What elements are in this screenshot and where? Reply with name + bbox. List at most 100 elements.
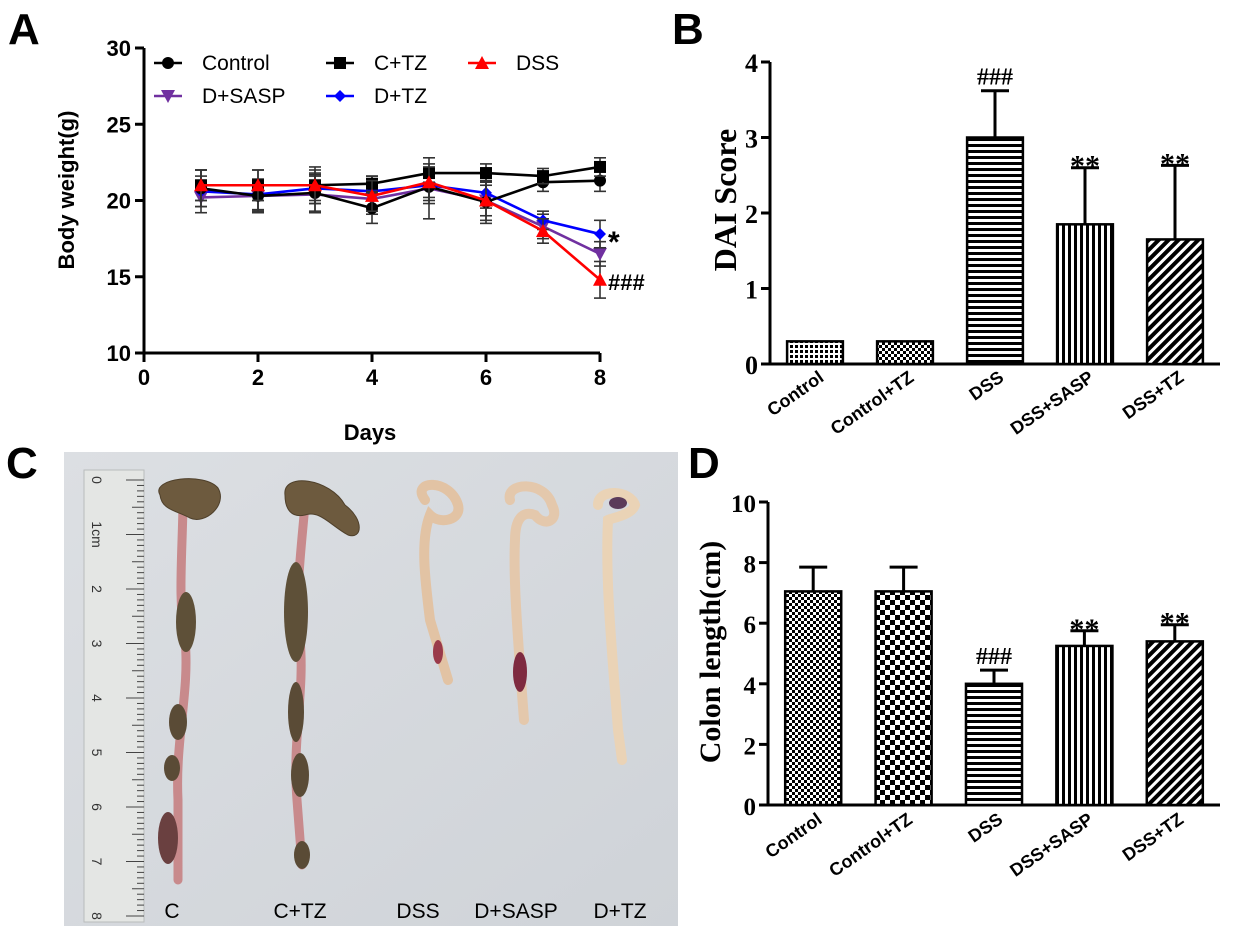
panel-b-bar [965,136,1025,366]
panel-a-data-point [308,178,322,192]
panel-d-category-label: DSS+TZ [1119,809,1187,865]
panel-a-legend-marker [475,56,489,69]
panel-d-letter: D [688,439,720,488]
panel-b-y-tick-label: 3 [745,125,758,154]
panel-b-significance: ** [1070,150,1100,183]
panel-a-data-point [536,224,550,237]
panel-a-y-tick-label: 15 [107,265,131,290]
colon-sample-dtz [593,488,641,765]
panel-a-x-tick-label: 4 [366,365,379,390]
panel-b-y-tick-label: 4 [745,49,758,78]
panel-d-bar [1145,640,1205,807]
ruler-number: 3 [89,640,105,648]
panel-b-bar [1145,238,1205,366]
panel-a-legend-entry: C+TZ [326,52,427,75]
panel-a-legend-marker [334,57,346,69]
ruler-number: 4 [89,694,105,702]
photo-background [64,452,678,926]
panel-a-legend-entry: DSS [468,52,559,75]
panel-a-y-axis-label: Body weight(g) [54,111,79,270]
panel-a-legend-entry: Control [154,52,270,75]
ruler [83,469,145,923]
panel-a-series-line [200,179,601,210]
colon-samples [158,478,641,885]
ruler-number: 0 [89,476,105,484]
panel-d-category-label: DSS [965,809,1007,847]
colon-sample-ctz-pellet [288,682,304,742]
panel-d-bar [874,590,933,807]
colon-sample-ctz-pellet [284,562,308,662]
ruler-number: 6 [89,803,105,811]
panel-d-category-label: Control [762,809,826,862]
panel-d-bar [964,682,1024,807]
panel-a-annotation: ### [608,270,645,295]
panel-d-bar [783,590,843,807]
panel-d-bar-chart: Colon length(cm) 0 2 4 6 8 10 Control Control+T… [694,491,1220,881]
colon-sample-c-pellet [169,704,187,740]
panel-a-legend-label: D+SASP [202,85,285,108]
panel-b-category-label: DSS+TZ [1119,367,1187,423]
ruler-number: 5 [89,749,105,757]
panel-a-legend-marker [161,90,175,103]
colon-sample-ctz-pellet [291,753,309,797]
ruler-number: 1cm [89,521,105,547]
panel-b-y-axis-label: DAI Score [707,129,743,272]
ruler-number: 7 [89,858,105,866]
panel-a-y-tick-label: 25 [107,112,131,137]
panel-a-data-point [594,174,606,187]
ruler-marks: 0 1cm 2 3 4 5 6 7 8 [89,476,144,920]
panel-b-category-label: Control [763,367,827,420]
panel-b-significance: ### [977,65,1013,91]
panel-a-series-dss [194,166,607,299]
panel-a-data-point [194,178,208,192]
panel-d-y-tick-label: 6 [744,612,757,639]
panel-a-annotation: * [608,226,620,259]
panel-b-y-tick-label: 0 [745,351,758,380]
colon-sample-dtz-cecum [609,497,627,509]
panel-b-letter: B [672,5,704,54]
panel-a-series-line [201,180,601,281]
panel-d-bar [1055,644,1114,807]
panel-a-legend-entry: D+TZ [326,85,427,108]
panel-d-y-tick-label: 8 [744,552,757,579]
panel-a-legend-label: C+TZ [374,52,427,75]
panel-b-category-label: DSS+SASP [1007,367,1098,439]
panel-a-data-point [537,170,549,183]
panel-b-bar [1055,223,1115,366]
colon-sample-dsasp [504,481,560,725]
panel-a-data-point [365,188,379,202]
panel-a-data-point [422,175,436,189]
panel-a-legend-marker [334,90,346,102]
colon-sample-dss [416,479,464,685]
panel-c-letter: C [6,439,38,488]
panel-b-y-tick-label: 1 [745,276,758,305]
sample-labels: C C+TZ DSS D+SASP D+TZ [164,900,646,923]
colon-sample-c-cecum [158,478,221,520]
panel-a-y-tick-label: 30 [107,36,131,61]
panel-a-letter: A [8,5,40,54]
panel-a-data-point [251,178,265,192]
panel-d-y-tick-label: 0 [744,794,757,821]
panel-a-x-tick-label: 6 [480,365,492,390]
panel-d-y-tick-label: 2 [744,733,757,760]
panel-a-legend-entry: D+SASP [154,85,285,108]
colon-sample-c-pellet [176,592,196,652]
panel-d-significance: ** [1069,613,1099,646]
panel-b-bar [875,340,935,366]
sample-label: DSS [396,900,439,923]
colon-sample-c-pellet [158,812,178,864]
panel-a-line-chart: Body weight(g) Days 10 15 20 25 30 0 2 4 6 8 Contr… [54,36,645,445]
panel-a-legend-label: DSS [516,52,559,75]
panel-a-data-point [593,272,607,286]
panel-d-y-tick-label: 4 [744,673,757,700]
panel-b-bar [785,340,845,366]
colon-sample-dsasp-bleeding [513,652,527,692]
panel-a-data-point [593,247,607,261]
panel-b-category-label: DSS [966,367,1008,405]
panel-d-y-tick-label: 10 [731,491,756,518]
colon-sample-dss-bleeding [433,640,443,664]
sample-label: C [164,900,179,923]
panel-a-data-point [479,193,493,207]
colon-sample-c-pellet [164,755,180,781]
